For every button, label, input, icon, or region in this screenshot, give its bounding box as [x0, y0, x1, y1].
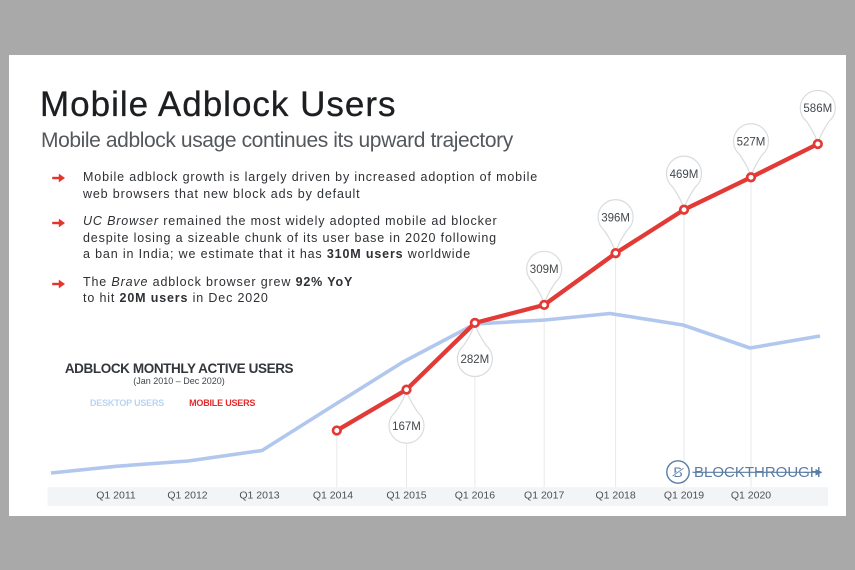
svg-text:Q1 2012: Q1 2012: [167, 490, 207, 502]
svg-text:Q1 2016: Q1 2016: [455, 490, 495, 502]
svg-text:Q1 2011: Q1 2011: [96, 490, 136, 502]
svg-text:Q1 2014: Q1 2014: [313, 490, 353, 502]
svg-text:282M: 282M: [461, 354, 490, 366]
svg-text:396M: 396M: [601, 212, 630, 224]
svg-text:Q1 2015: Q1 2015: [386, 490, 426, 502]
svg-text:Q1 2020: Q1 2020: [731, 490, 771, 502]
svg-text:Q1 2018: Q1 2018: [595, 490, 635, 502]
svg-text:586M: 586M: [803, 103, 832, 115]
svg-text:527M: 527M: [737, 137, 766, 149]
svg-text:309M: 309M: [530, 264, 559, 276]
svg-text:Q1 2017: Q1 2017: [524, 490, 564, 502]
svg-text:469M: 469M: [670, 169, 699, 181]
svg-text:Q1 2013: Q1 2013: [239, 490, 279, 502]
svg-text:Q1 2019: Q1 2019: [664, 490, 704, 502]
svg-text:167M: 167M: [392, 421, 421, 433]
